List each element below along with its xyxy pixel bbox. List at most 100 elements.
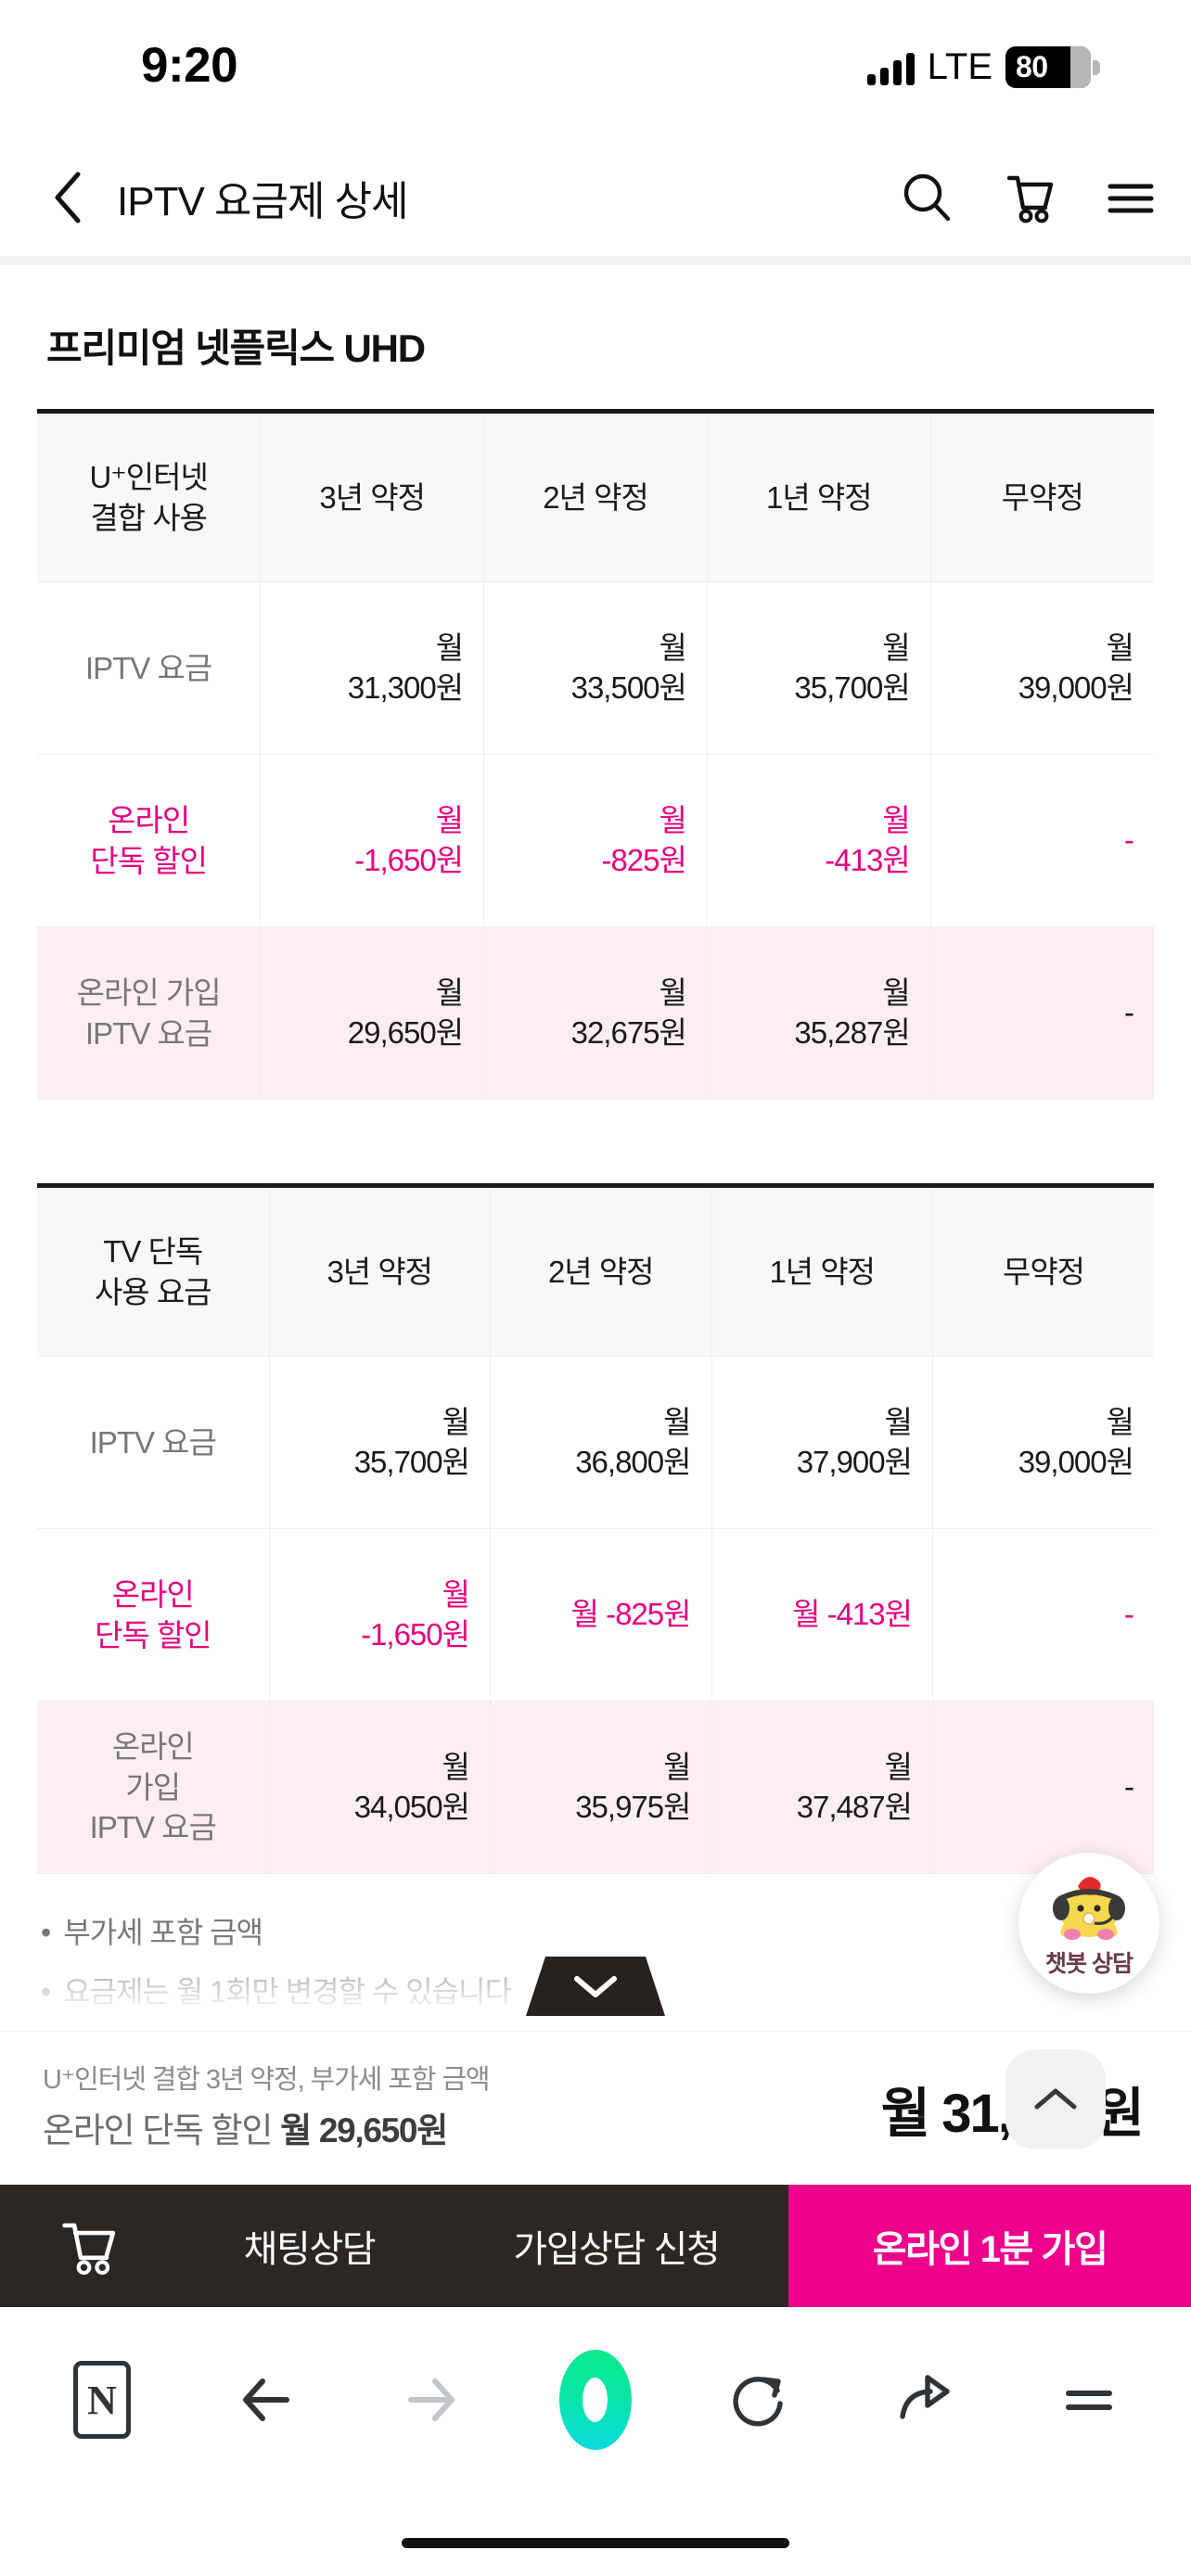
footnote-text: 부가세 포함 금액 (63, 1916, 263, 1949)
column-header-nocontract: 무약정 (930, 411, 1154, 582)
chatbot-button[interactable]: 챗봇 상담 (1018, 1853, 1159, 1994)
cta-cart-button[interactable] (0, 2185, 174, 2307)
cta-online-signup-button[interactable]: 온라인 1분 가입 (788, 2185, 1191, 2307)
battery-percent-label: 80 (1016, 50, 1048, 83)
chevron-up-icon (1034, 2088, 1077, 2110)
search-icon[interactable] (898, 169, 955, 226)
table-cell: 월 36,800원 (490, 1356, 712, 1529)
price-summary-bar: U⁺인터넷 결합 3년 약정, 부가세 포함 금액 온라인 단독 할인 월 29… (0, 2031, 1191, 2185)
scroll-to-top-button[interactable] (1005, 2049, 1106, 2149)
header-divider (0, 256, 1191, 265)
table-cell: 월 31,300원 (260, 581, 485, 755)
browser-reload-button[interactable] (711, 2352, 808, 2448)
table-cell: - (932, 1528, 1154, 1702)
cta-apply-button[interactable]: 가입상담 신청 (513, 2229, 721, 2270)
browser-back-button[interactable] (218, 2352, 314, 2448)
back-button[interactable] (26, 169, 111, 226)
collapse-summary-button[interactable] (526, 1957, 665, 2016)
chatbot-label: 챗봇 상담 (1045, 1951, 1133, 1977)
row-label: 온라인 단독 할인 (37, 754, 262, 927)
shopping-cart-icon[interactable] (1000, 169, 1057, 226)
table-cell: 월 -1,650원 (269, 1528, 491, 1702)
table-cell: 월 -1,650원 (260, 754, 485, 927)
network-type-label: LTE (927, 46, 992, 87)
summary-caption: U⁺인터넷 결합 3년 약정, 부가세 포함 금액 (43, 2064, 491, 2095)
table-cell: 월 35,287원 (707, 926, 931, 1100)
row-label: 온라인 단독 할인 (37, 1528, 270, 1702)
share-icon (899, 2375, 950, 2419)
table-cell: - (930, 754, 1154, 927)
reload-icon (733, 2377, 784, 2427)
summary-discount-prefix: 온라인 단독 할인 (43, 2111, 281, 2149)
table-cell: 월 33,500원 (483, 581, 708, 755)
arrow-right-icon (407, 2378, 455, 2421)
row-label: 온라인 가입 IPTV 요금 (37, 926, 262, 1100)
status-time: 9:20 (141, 38, 238, 93)
naver-logo-button[interactable]: N (54, 2352, 150, 2448)
row-label: IPTV 요금 (37, 581, 262, 755)
summary-discount-line: 온라인 단독 할인 월 29,650원 (43, 2107, 489, 2156)
column-header-nocontract: 무약정 (932, 1185, 1154, 1357)
browser-share-button[interactable] (877, 2352, 973, 2448)
shopping-cart-icon (62, 2223, 116, 2276)
signal-bars-icon (866, 50, 915, 85)
rate-table-tv-only: TV 단독 사용 요금 3년 약정 2년 약정 1년 약정 무약정 IPTV 요… (37, 1183, 1154, 1874)
table-cell: 월 -825원 (490, 1528, 712, 1702)
table-cell: 월 -825원 (483, 754, 708, 927)
table-cell: 월 35,975원 (490, 1701, 712, 1874)
column-header-2y: 2년 약정 (483, 411, 708, 582)
table-cell: 월 -413원 (711, 1528, 933, 1702)
table-cell: 월 29,650원 (260, 926, 485, 1100)
status-bar: 9:20 LTE 80 (0, 0, 1191, 139)
table-cell: 월 39,000원 (932, 1356, 1154, 1529)
arrow-left-icon (243, 2378, 290, 2421)
column-header-3y: 3년 약정 (260, 411, 485, 582)
bullet-icon: • (41, 1975, 51, 2009)
table-cell: 월 39,000원 (930, 581, 1154, 755)
table-row: 온라인 단독 할인 월 -1,650원 월 -825원 월 -413원 - (37, 754, 1154, 927)
table-cell: 월 35,700원 (707, 581, 931, 755)
rate-table-bundle: U⁺인터넷 결합 사용 3년 약정 2년 약정 1년 약정 무약정 IPTV 요… (37, 409, 1154, 1100)
column-header-1y: 1년 약정 (707, 411, 931, 582)
footnote-text: 요금제는 월 1회만 변경할 수 있습니다 (63, 1975, 512, 2009)
browser-forward-button[interactable] (383, 2352, 480, 2448)
table-cell: 월 32,675원 (483, 926, 708, 1100)
row-label: IPTV 요금 (37, 1356, 270, 1529)
bottom-cta-bar: 채팅상담 가입상담 신청 온라인 1분 가입 (0, 2185, 1191, 2307)
column-header-2y: 2년 약정 (490, 1185, 712, 1357)
table-row: 온라인 단독 할인 월 -1,650원 월 -825원 월 -413원 - (37, 1528, 1154, 1702)
table-row: IPTV 요금 월 35,700원 월 36,800원 월 37,900원 월 … (37, 1356, 1154, 1529)
content-area: 프리미엄 넷플릭스 UHD U⁺인터넷 결합 사용 3년 약정 2년 약정 1년… (0, 265, 1191, 2046)
browser-toolbar: N (0, 2307, 1191, 2493)
table-row: IPTV 요금 월 31,300원 월 33,500원 월 35,700원 월 … (37, 581, 1154, 755)
naver-n-icon: N (73, 2361, 131, 2439)
chevron-left-icon (55, 172, 81, 223)
table-header-row: TV 단독 사용 요금 3년 약정 2년 약정 1년 약정 무약정 (37, 1185, 1154, 1357)
cta-chat-button[interactable]: 채팅상담 (243, 2229, 377, 2270)
row-label: 온라인 가입 IPTV 요금 (37, 1701, 270, 1874)
chevron-down-icon (574, 1976, 617, 1997)
naver-home-button[interactable] (547, 2350, 644, 2450)
table-header-row: U⁺인터넷 결합 사용 3년 약정 2년 약정 1년 약정 무약정 (37, 411, 1154, 582)
bullet-icon: • (41, 1916, 51, 1949)
battery-icon: 80 (1005, 46, 1100, 88)
browser-menu-button[interactable] (1041, 2352, 1137, 2448)
row-header-label: U⁺인터넷 결합 사용 (37, 411, 262, 582)
table-cell: 월 37,900원 (711, 1356, 933, 1529)
table-cell: 월 37,487원 (711, 1701, 933, 1874)
table-cell: - (932, 1701, 1154, 1874)
row-header-label: TV 단독 사용 요금 (37, 1185, 270, 1357)
summary-discount-price: 월 29,650원 (280, 2111, 448, 2149)
table-row: 온라인 가입 IPTV 요금 월 34,050원 월 35,975원 월 37,… (37, 1701, 1154, 1874)
header-actions (898, 139, 1159, 256)
table-cell: 월 35,700원 (269, 1356, 491, 1529)
app-header: IPTV 요금제 상세 (0, 139, 1191, 256)
table-row: 온라인 가입 IPTV 요금 월 29,650원 월 32,675원 월 35,… (37, 926, 1154, 1100)
table-cell: 월 34,050원 (269, 1701, 491, 1874)
plan-name: 프리미엄 넷플릭스 UHD (46, 326, 426, 370)
table-cell: - (930, 926, 1154, 1100)
naver-home-icon (558, 2350, 632, 2450)
hamburger-menu-icon[interactable] (1102, 169, 1159, 226)
summary-text-group: U⁺인터넷 결합 3년 약정, 부가세 포함 금액 온라인 단독 할인 월 29… (43, 2061, 491, 2156)
